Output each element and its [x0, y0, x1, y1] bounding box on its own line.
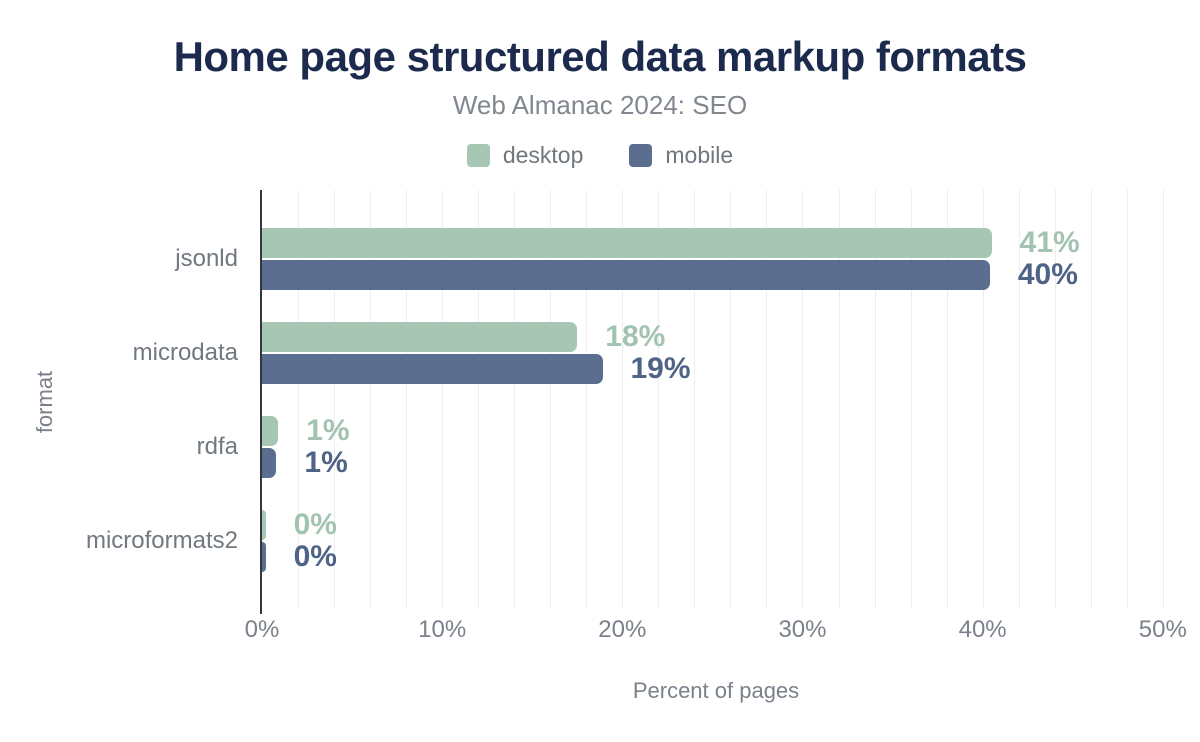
bar-line-desktop-rdfa: 1% — [262, 414, 1170, 447]
x-axis-title: Percent of pages — [632, 678, 800, 703]
x-tick-label-50pct: 50% — [1138, 616, 1187, 643]
bar-group-microformats2: 0% 0% — [262, 508, 1170, 574]
gridline — [874, 190, 876, 608]
legend-swatch-desktop-icon — [466, 144, 490, 167]
y-axis-line — [260, 190, 262, 614]
bar-line-mobile-microdata: 19% — [262, 352, 1170, 385]
category-label-jsonld: jsonld — [175, 245, 238, 272]
bar-mobile-microdata — [262, 354, 603, 384]
x-tick-label-40pct: 40% — [958, 616, 1007, 643]
gridline — [370, 190, 372, 608]
gridline — [658, 190, 660, 608]
gridline — [478, 190, 480, 608]
legend-item-mobile: mobile — [629, 142, 733, 169]
value-label-mobile-microformats2: 0% — [293, 540, 337, 573]
gridline — [406, 190, 408, 608]
gridline — [982, 190, 984, 608]
gridline — [586, 190, 588, 608]
legend-item-desktop: desktop — [466, 142, 584, 169]
chart-subtitle: Web Almanac 2024: SEO — [452, 90, 748, 120]
x-tick-label-20pct: 20% — [598, 616, 647, 643]
gridline — [550, 190, 552, 608]
gridline — [334, 190, 336, 608]
value-label-desktop-microdata: 18% — [605, 320, 666, 353]
value-label-mobile-rdfa: 1% — [304, 446, 348, 479]
value-label-desktop-jsonld: 41% — [1019, 226, 1080, 259]
bar-line-desktop-microdata: 18% — [262, 320, 1170, 353]
bar-group-microdata: 18% 19% — [262, 320, 1170, 386]
gridline — [694, 190, 696, 608]
value-label-desktop-microformats2: 0% — [293, 508, 337, 541]
gridline — [1018, 190, 1020, 608]
legend-label-mobile: mobile — [665, 142, 734, 168]
x-axis-tick-labels: 0% 10% 20% 30% 40% 50% — [245, 616, 1187, 643]
gridline — [838, 190, 840, 608]
bar-line-desktop-microformats2: 0% — [262, 508, 1170, 541]
bar-mobile-rdfa — [262, 448, 277, 478]
value-label-desktop-rdfa: 1% — [306, 414, 350, 447]
legend-swatch-mobile-icon — [629, 144, 653, 167]
x-tick-label-10pct: 10% — [418, 616, 467, 643]
bar-mobile-jsonld — [262, 260, 990, 290]
plot-area: 41% 40% 18% 19% 1% 1% 0% 0% — [260, 190, 1170, 614]
bar-line-mobile-microformats2: 0% — [262, 540, 1170, 573]
category-label-rdfa: rdfa — [196, 433, 238, 460]
legend: desktop mobile — [0, 142, 1200, 169]
bar-line-mobile-jsonld: 40% — [262, 258, 1170, 291]
gridline — [1126, 190, 1128, 608]
bar-desktop-rdfa — [262, 416, 279, 446]
bar-group-jsonld: 41% 40% — [262, 226, 1170, 292]
category-axis-labels: jsonld microdata rdfa microformats2 — [0, 190, 250, 606]
bar-desktop-microformats2 — [262, 510, 266, 540]
bar-line-desktop-jsonld: 41% — [262, 226, 1170, 259]
gridline — [1090, 190, 1092, 608]
bar-group-rdfa: 1% 1% — [262, 414, 1170, 480]
bar-mobile-microformats2 — [262, 542, 266, 572]
legend-label-desktop: desktop — [502, 142, 584, 168]
chart-title: Home page structured data markup formats — [173, 33, 1027, 80]
x-tick-label-30pct: 30% — [778, 616, 827, 643]
gridline — [766, 190, 768, 608]
gridline — [802, 190, 804, 608]
gridline — [622, 190, 624, 608]
gridline — [298, 190, 300, 608]
bar-desktop-microdata — [262, 322, 578, 352]
gridline — [910, 190, 912, 608]
gridline — [946, 190, 948, 608]
category-label-microdata: microdata — [132, 339, 238, 366]
gridline — [1162, 190, 1164, 608]
category-label-microformats2: microformats2 — [85, 527, 238, 554]
value-label-mobile-microdata: 19% — [630, 352, 691, 385]
bar-line-mobile-rdfa: 1% — [262, 446, 1170, 479]
gridline — [1054, 190, 1056, 608]
bar-desktop-jsonld — [262, 228, 992, 258]
value-label-mobile-jsonld: 40% — [1017, 258, 1078, 291]
y-axis-title: format — [32, 370, 57, 434]
gridline — [730, 190, 732, 608]
gridline — [514, 190, 516, 608]
x-tick-label-0pct: 0% — [244, 616, 280, 643]
gridline — [442, 190, 444, 608]
